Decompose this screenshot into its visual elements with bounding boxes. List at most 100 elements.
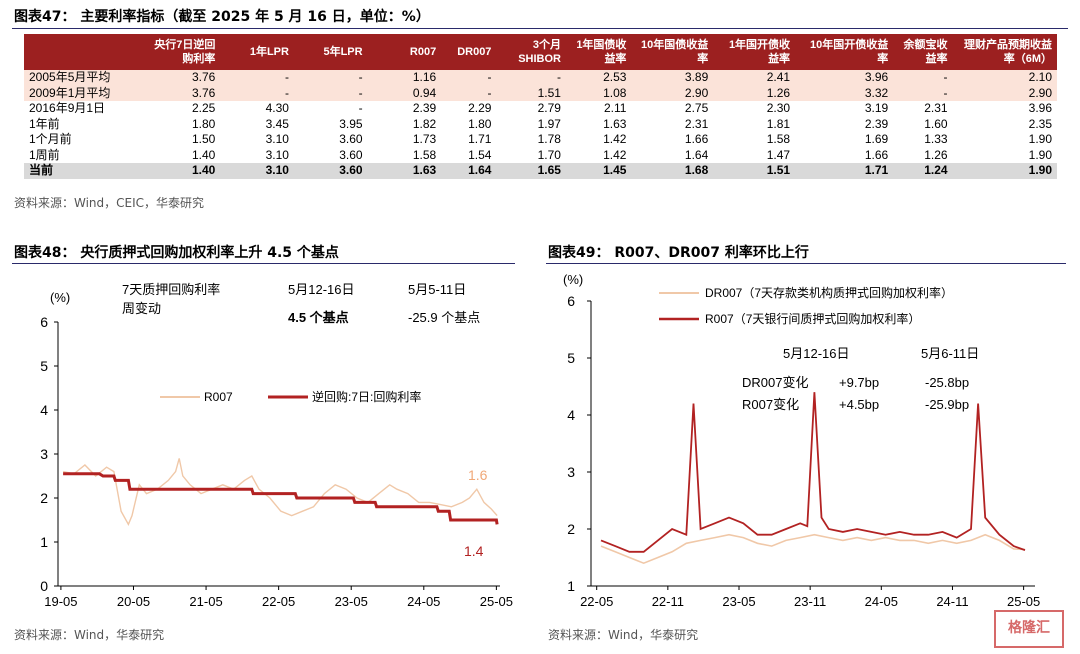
table-row: 1周前 1.40 3.10 3.60 1.58 1.54 1.70 1.42 1.64 1.47 1… (24, 148, 1057, 164)
box-col2-header: 5月5-11日 (408, 282, 466, 297)
table-cell: 3.10 (220, 163, 294, 179)
table-header-row: 央行7日逆回购利率 1年LPR 5年LPR R007 DR007 3个月SHIBOR 1年国… (24, 34, 1057, 70)
x-tick-label: 21-05 (189, 594, 222, 609)
table-cell: 1.71 (795, 163, 894, 179)
table-cell: 3.10 (265, 132, 289, 147)
table-cell: 2.31 (924, 101, 948, 116)
fig49-source: 资料来源：Wind，华泰研究 (548, 628, 699, 642)
table-cell: 1.63 (603, 116, 627, 131)
fig49-title: 图表49： R007、DR007 利率环比上行 (548, 245, 809, 261)
box-r2-c2: -25.9bp (925, 397, 969, 412)
table-cell: 3.19 (864, 101, 889, 116)
table-cell: - (220, 70, 294, 86)
table-header-cell: 1年国开债收益率 (713, 34, 796, 70)
table-cell: 1.70 (537, 147, 561, 162)
table-cell: 2.25 (191, 101, 216, 116)
table-cell: 3.32 (795, 85, 894, 101)
table-cell: 2.75 (684, 101, 709, 116)
table-cell: 1.64 (441, 163, 497, 179)
box-r1-c2: -25.8bp (925, 375, 969, 390)
table-cell: 2.10 (952, 70, 1057, 86)
table-header-cell (24, 34, 147, 70)
table-row: 2009年1月平均 3.76- -0.94-1.51 1.08 2.90 1.26 3.32… (24, 85, 1057, 101)
table-cell: 3.89 (631, 70, 714, 86)
box-heading-2: 周变动 (122, 301, 161, 316)
table-cell: 1.63 (367, 163, 442, 179)
table-cell: 1.40 (146, 163, 221, 179)
x-tick-label: 22-11 (652, 594, 684, 609)
box-col1-header: 5月12-16日 (783, 346, 849, 361)
fig48-title: 图表48： 央行质押式回购加权利率上升 4.5 个基点 (14, 245, 339, 261)
legend-label-r007: R007 (204, 390, 233, 404)
table-cell: 3.96 (1028, 101, 1052, 116)
y-axis-unit: (%) (563, 272, 583, 287)
x-tick-label: 20-05 (117, 594, 150, 609)
table-cell: 3.60 (293, 163, 368, 179)
table-cell: 2.90 (631, 85, 714, 101)
table-cell: - (358, 101, 363, 116)
rate-indicator-table: 央行7日逆回购利率 1年LPR 5年LPR R007 DR007 3个月SHIBOR 1年国… (24, 34, 1057, 179)
table-cell: 1.60 (924, 116, 948, 131)
table-cell: 3.96 (795, 70, 894, 86)
table-row: 1年前 1.80 3.45 3.95 1.82 1.80 1.97 1.63 2.31 1.81 2… (24, 117, 1057, 133)
table-cell: 0.94 (367, 85, 442, 101)
table-cell: 3.76 (146, 85, 221, 101)
legend-label-dr007: DR007（7天存款类机构质押式回购加权利率） (705, 285, 953, 300)
table-cell: - (496, 70, 566, 86)
table-cell: 1.69 (864, 132, 889, 147)
series-line-r007 (600, 392, 1026, 553)
table-cell: 1.16 (367, 70, 442, 86)
x-tick-label: 23-05 (722, 594, 755, 609)
chart-fig48: 0 1 2 3 4 5 6(%) 19-05 20-05 21-05 22-05 23-05 24-05… (40, 282, 513, 609)
series-line-r007 (62, 458, 498, 527)
table-cell: 2.90 (952, 85, 1057, 101)
table-cell: 1.47 (766, 147, 791, 162)
y-tick-label: 6 (40, 314, 48, 330)
x-tick-label: 22-05 (580, 594, 613, 609)
y-tick-label: 6 (567, 293, 575, 309)
y-tick-label: 4 (567, 407, 575, 423)
y-tick-label: 2 (567, 521, 575, 537)
table-header-cell: 央行7日逆回购利率 (146, 34, 221, 70)
x-tick-label: 24-05 (865, 594, 898, 609)
row-label: 1周前 (29, 147, 60, 162)
table-cell: 1.80 (468, 116, 492, 131)
x-tick-label: 25-05 (480, 594, 513, 609)
y-tick-label: 2 (40, 490, 48, 506)
table-cell: - (893, 85, 953, 101)
table-cell: 1.90 (1028, 147, 1052, 162)
table-header-cell: 理财产品预期收益率（6M） (952, 34, 1057, 70)
x-tick-label: 22-05 (262, 594, 295, 609)
row-label: 1个月前 (29, 132, 72, 147)
table-header-cell: 3个月SHIBOR (496, 34, 566, 70)
table-body: 2005年5月平均 3.76- -1.16- -2.53 3.89 2.41 3.96-2.… (24, 70, 1057, 179)
table-cell: 3.95 (339, 116, 363, 131)
table-header-cell: 1年国债收益率 (565, 34, 632, 70)
table-cell: 1.33 (924, 132, 948, 147)
annotation-last-reverse-repo: 1.4 (464, 543, 484, 559)
fig47-rule (12, 28, 1068, 29)
table-cell: - (293, 85, 368, 101)
table-cell: 1.73 (412, 132, 437, 147)
fig49-rule (546, 263, 1066, 264)
table-header-cell: 10年国开债收益率 (795, 34, 894, 70)
table-cell: 1.24 (893, 163, 953, 179)
row-label: 当前 (24, 163, 147, 179)
row-label: 2016年9月1日 (29, 101, 106, 116)
table-header-cell: 1年LPR (220, 34, 294, 70)
table-cell: 4.30 (265, 101, 289, 116)
fig48-rule (12, 263, 515, 264)
legend-label-r007: R007（7天银行间质押式回购加权利率） (705, 311, 920, 326)
y-tick-label: 5 (40, 358, 48, 374)
table-cell: 1.78 (537, 132, 561, 147)
table-header-cell: DR007 (441, 34, 497, 70)
table-cell: 1.51 (496, 85, 566, 101)
table-cell: 2.53 (565, 70, 632, 86)
y-tick-label: 4 (40, 402, 48, 418)
table-cell: 3.45 (265, 116, 289, 131)
table-cell: 1.90 (1028, 132, 1052, 147)
table-header-cell: 余额宝收益率 (893, 34, 953, 70)
table-cell: 1.80 (191, 116, 216, 131)
table-cell: 1.50 (191, 132, 216, 147)
table-cell: - (893, 70, 953, 86)
